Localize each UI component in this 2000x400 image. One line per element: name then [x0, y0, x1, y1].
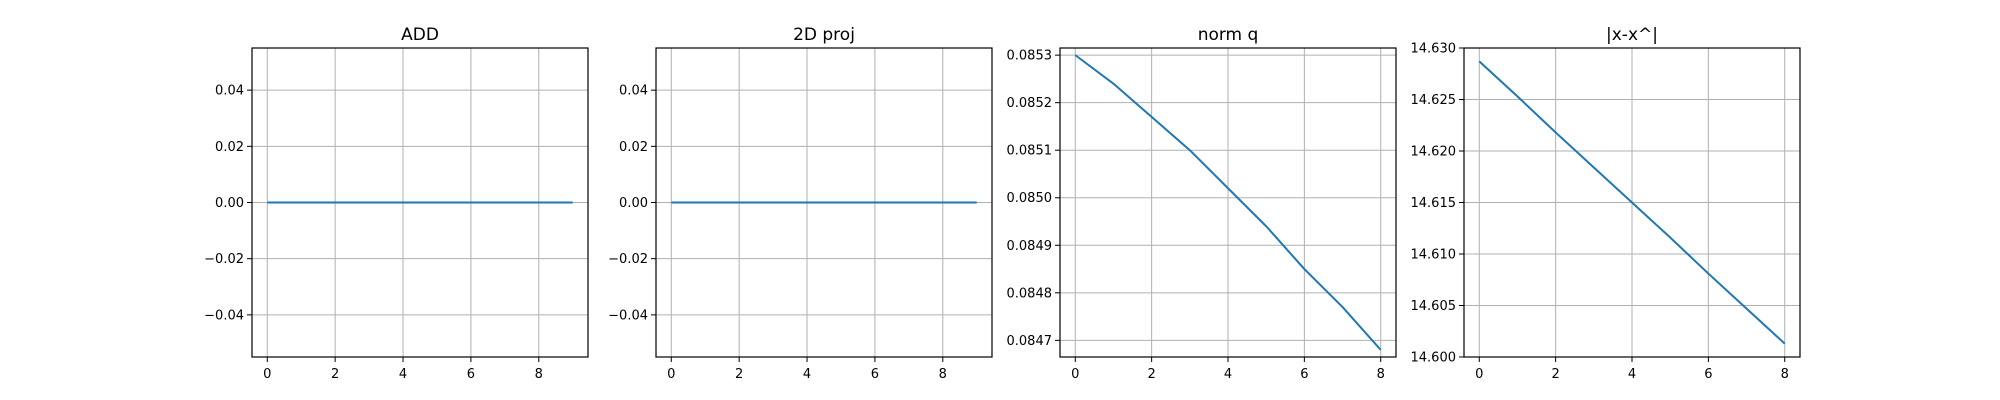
chart-title: norm q [1198, 25, 1259, 45]
y-tick-label: 0.0848 [1007, 286, 1053, 301]
y-tick-label: −0.04 [608, 308, 648, 323]
x-tick-label: 8 [1377, 367, 1385, 382]
x-tick-label: 6 [871, 367, 879, 382]
y-tick-label: 0.02 [215, 140, 244, 155]
y-tick-label: 14.630 [1411, 42, 1457, 57]
subplot-1: 0 2 4 6 8 0.04 0.02 0.00 −0.02 −0.04 2D proj [608, 25, 993, 382]
x-tick-label: 8 [1781, 367, 1789, 382]
y-tick-label: 14.605 [1411, 299, 1457, 314]
chart-title: 2D proj [793, 25, 855, 45]
y-tick-label: −0.02 [608, 252, 648, 267]
subplot-3: 0 2 4 6 8 14.630 14.625 14.620 14.615 14.610 14.60… [1411, 25, 1801, 382]
chart-title: ADD [401, 25, 439, 45]
y-tick-label: 14.610 [1411, 248, 1457, 263]
x-tick-label: 6 [1300, 367, 1308, 382]
y-tick-label: 0.04 [215, 84, 244, 99]
y-tick-label: 14.600 [1411, 351, 1457, 366]
y-tick-label: 0.0853 [1007, 49, 1053, 64]
y-tick-label: 0.0847 [1007, 334, 1053, 349]
x-tick-label: 0 [1475, 367, 1483, 382]
y-tick-label: 0.00 [619, 196, 648, 211]
x-tick-label: 4 [803, 367, 811, 382]
x-tick-label: 2 [1147, 367, 1155, 382]
x-tick-label: 2 [331, 367, 339, 382]
y-tick-label: 14.615 [1411, 196, 1457, 211]
series-line [1478, 60, 1786, 345]
x-tick-label: 2 [1551, 367, 1559, 382]
y-tick-label: 0.0849 [1007, 239, 1053, 254]
x-tick-label: 0 [263, 367, 271, 382]
chart-title: |x-x^| [1606, 25, 1658, 45]
y-tick-label: 0.02 [619, 140, 648, 155]
x-tick-label: 4 [1628, 367, 1636, 382]
y-tick-label: −0.02 [204, 252, 244, 267]
x-tick-label: 8 [939, 367, 947, 382]
x-tick-label: 2 [735, 367, 743, 382]
y-tick-label: 0.0852 [1007, 96, 1053, 111]
x-tick-label: 0 [1071, 367, 1079, 382]
y-tick-label: −0.04 [204, 308, 244, 323]
y-tick-label: 0.0851 [1007, 144, 1053, 159]
subplot-0: 0 2 4 6 8 0.04 0.02 0.00 −0.02 −0.04 ADD [204, 25, 589, 382]
y-tick-label: 0.00 [215, 196, 244, 211]
x-tick-label: 4 [1224, 367, 1232, 382]
y-tick-label: 14.620 [1411, 145, 1457, 160]
series-line [1074, 54, 1382, 351]
x-tick-label: 6 [1704, 367, 1712, 382]
y-tick-label: 14.625 [1411, 93, 1457, 108]
x-tick-label: 4 [399, 367, 407, 382]
y-tick-label: 0.04 [619, 84, 648, 99]
x-tick-label: 8 [535, 367, 543, 382]
x-tick-label: 6 [467, 367, 475, 382]
x-tick-label: 0 [667, 367, 675, 382]
subplot-2: 0 2 4 6 8 0.0853 0.0852 0.0851 0.0850 0.0849 0.084… [1007, 25, 1397, 382]
y-tick-label: 0.0850 [1007, 191, 1053, 206]
